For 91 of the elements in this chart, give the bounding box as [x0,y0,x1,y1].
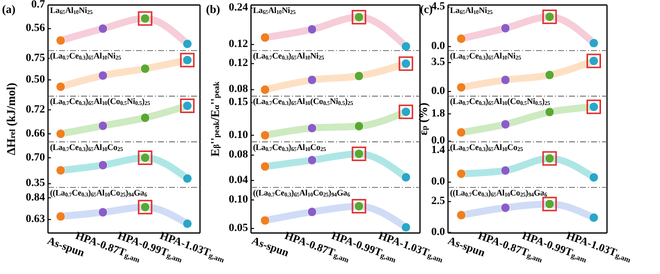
point [544,70,554,80]
y-tick-label: 0.75 [26,52,46,64]
point [260,32,270,42]
y-tick-label: 0.10 [228,193,248,206]
point [140,64,150,74]
point [544,107,554,117]
point [98,24,108,34]
y-tick-label: 0.24 [228,2,248,14]
point [456,210,466,220]
point [354,121,364,131]
y-tick-label: 0.08 [228,148,248,161]
point [456,168,466,178]
point [307,123,317,133]
y-tick-label: 0.50 [26,73,46,86]
y-tick-label: 1.8 [431,107,446,120]
point [500,75,510,85]
text: ((La$_{0.7}$Ce$_{0.3}$)$_{65}$Al$_{10}$Co$_{25}$)$_{94}$Ga$_{6}$ [50,187,147,198]
chart-title: (c) [420,4,433,16]
y-tick-label: 0.12 [228,57,248,70]
y-tick-label: 0.66 [26,127,46,140]
point [98,121,108,131]
y-tick-label: 0.0 [431,226,446,238]
y-tick-label: 4.5 [431,0,446,13]
point [56,36,66,46]
point [182,218,192,228]
text: (La$_{0.7}$Ce$_{0.3}$)$_{65}$Al$_{10}$(Co$_{0.5}$Ni$_{0.5}$)$_{25}$ [450,96,550,108]
annotation: La$_{65}$Al$_{10}$Ni$_{25}$ [50,5,93,16]
point [98,160,108,170]
text: (La$_{0.7}$Ce$_{0.3}$)$_{65}$Al$_{10}$Ni$_{25}$ [253,50,324,62]
text: (La$_{0.7}$Ce$_{0.3}$)$_{65}$Al$_{10}$Co$_{25}$ [50,142,123,153]
point [260,216,270,226]
y-tick-label: 0.84 [26,191,46,204]
point [260,162,270,172]
y-tick-label: 0.70 [26,151,46,164]
point [56,82,66,92]
text: (La$_{0.7}$Ce$_{0.3}$)$_{65}$Al$_{10}$Ni$_{25}$ [450,50,521,62]
y-tick-label: 2.5 [431,195,446,208]
text: ((La$_{0.7}$Ce$_{0.3}$)$_{65}$Al$_{10}$Co$_{25}$)$_{94}$Ga$_{6}$ [253,187,350,198]
text: (La$_{0.7}$Ce$_{0.3}$)$_{65}$Al$_{10}$(Co$_{0.5}$Ni$_{0.5}$)$_{25}$ [50,96,150,108]
point [456,128,466,138]
point [500,202,510,212]
point [500,120,510,130]
point [98,208,108,218]
point [260,130,270,140]
point [589,38,598,48]
point [182,174,192,184]
point [56,166,66,176]
chart-title: (a) [2,4,16,16]
y-tick-label: 0.7 [31,0,46,11]
point [401,42,411,52]
y-tick-label: 0.72 [26,103,46,116]
text: (La$_{0.7}$Ce$_{0.3}$)$_{65}$Al$_{10}$Co$_{25}$ [450,142,523,153]
point [260,84,270,94]
point [307,24,317,34]
y-tick-label: 0.08 [228,83,248,96]
point [140,113,150,123]
point [401,222,411,232]
point [307,155,317,165]
point [500,166,510,176]
point [589,212,598,222]
y-tick-label: 0.05 [228,222,248,234]
point [98,70,108,80]
y-tick-label: 0.0 [431,176,446,188]
y-tick-label: 3.5 [431,56,446,68]
y-tick-label: 0.04 [228,174,248,186]
chart-title: (b) [206,4,220,16]
point [182,39,192,49]
point [401,172,411,182]
y-tick-label: 0.15 [228,96,248,108]
y-tick-label: 0.56 [26,22,46,34]
y-tick-label: 0.35 [26,177,46,190]
point [589,172,598,182]
point [56,129,66,139]
point [456,82,466,92]
point [354,71,364,81]
y-tick-label: 0.10 [228,128,248,141]
y-tick-label: 0.0 [431,40,446,52]
point [456,34,466,44]
text: (La$_{0.7}$Ce$_{0.3}$)$_{65}$Al$_{10}$Ni$_{25}$ [50,50,121,62]
point [307,207,317,217]
y-tick-label: 0.12 [228,38,248,50]
annotation: La$_{65}$Al$_{10}$Ni$_{25}$ [253,5,296,16]
y-tick-label: 0.63 [26,213,46,226]
text: (La$_{0.7}$Ce$_{0.3}$)$_{65}$Al$_{10}$Co$_{25}$ [253,142,326,153]
text: ((La$_{0.7}$Ce$_{0.3}$)$_{65}$Al$_{10}$Co$_{25}$)$_{94}$Ga$_{6}$ [450,187,547,198]
text: (La$_{0.7}$Ce$_{0.3}$)$_{65}$Al$_{10}$(Co$_{0.5}$Ni$_{0.5}$)$_{25}$ [253,96,353,108]
annotation: La$_{65}$Al$_{10}$Ni$_{25}$ [450,5,493,16]
y-tick-label: 0.0 [431,85,446,98]
point [307,75,317,85]
point [56,212,66,222]
point [500,23,510,33]
